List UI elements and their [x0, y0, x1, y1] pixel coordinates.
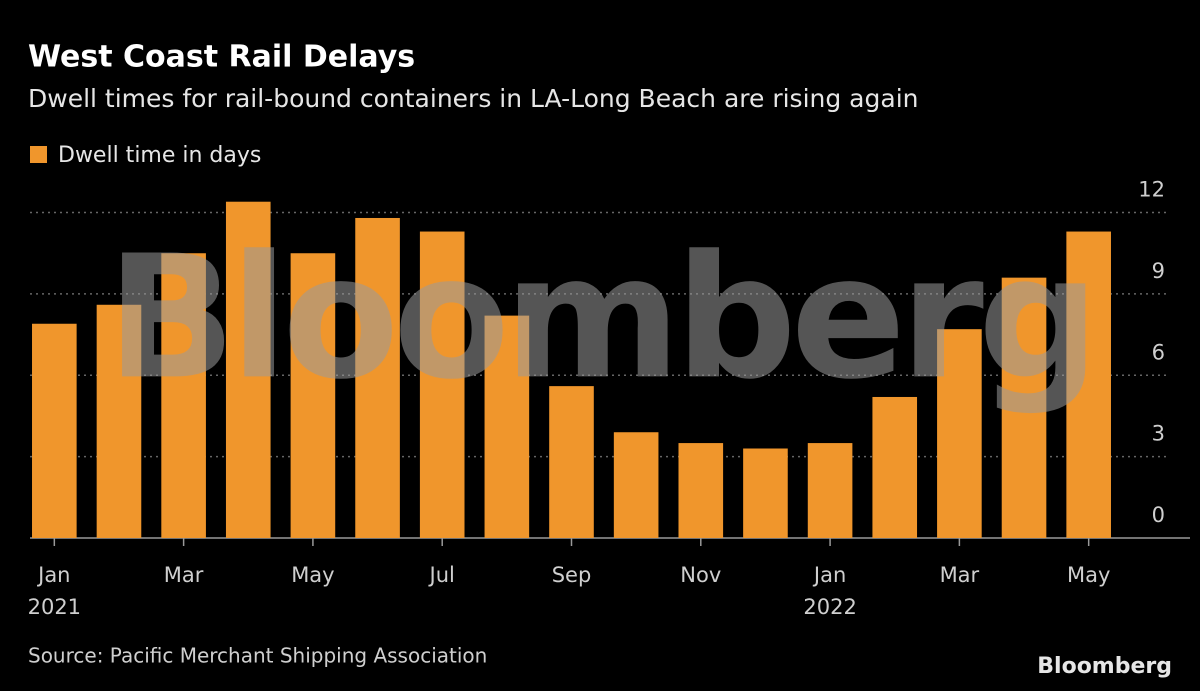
bar — [1066, 231, 1111, 538]
x-tick-label: Nov — [680, 563, 721, 587]
bar — [613, 432, 659, 538]
bar — [1001, 277, 1047, 538]
x-tick-label: Sep — [552, 563, 592, 587]
y-tick-label: 0 — [1152, 503, 1165, 527]
y-tick-label: 6 — [1152, 340, 1165, 364]
bar — [290, 253, 336, 539]
source: Source: Pacific Merchant Shipping Associ… — [28, 644, 487, 668]
x-tick-label: May — [291, 563, 334, 587]
bar — [225, 201, 271, 538]
bar — [484, 315, 530, 538]
x-tick-label: Mar — [164, 563, 204, 587]
bar — [743, 448, 788, 538]
chart-title: West Coast Rail Delays — [28, 40, 415, 75]
logo: Bloomberg — [1037, 654, 1172, 679]
x-tick-label: May — [1067, 563, 1110, 587]
bar — [678, 443, 724, 538]
y-tick-label: 3 — [1152, 422, 1165, 446]
watermark: Bloomberg — [106, 219, 1093, 417]
y-tick-label: 12 — [1138, 178, 1165, 202]
bar — [807, 443, 853, 538]
legend-swatch — [30, 146, 47, 163]
bar — [96, 304, 142, 538]
bar — [872, 396, 918, 538]
y-tick-label: 9 — [1152, 259, 1165, 283]
legend-label: Dwell time in days — [58, 143, 261, 168]
bar — [549, 386, 594, 538]
bar — [32, 323, 77, 538]
bar — [161, 253, 206, 539]
x-tick-label: Jan 2021 — [28, 563, 81, 619]
bar — [937, 329, 982, 538]
x-tick-label: Jan 2022 — [803, 563, 856, 619]
x-tick-label: Mar — [940, 563, 980, 587]
bar — [355, 217, 400, 538]
bar — [419, 231, 465, 538]
x-tick-label: Jul — [428, 563, 455, 587]
chart-subtitle: Dwell times for rail-bound containers in… — [28, 84, 918, 113]
